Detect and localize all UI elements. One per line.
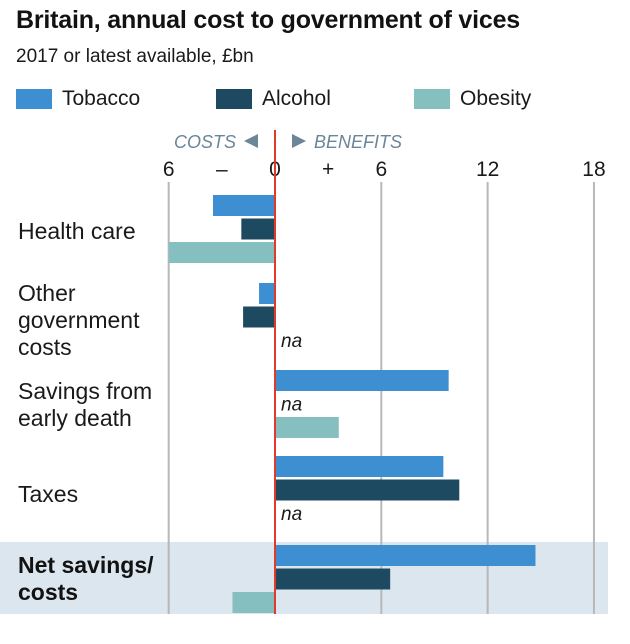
bar-tobacco-other-government-costs <box>259 283 275 304</box>
bar-alcohol-taxes <box>275 479 460 501</box>
benefits-label: BENEFITS <box>314 132 402 152</box>
category-label-other-government-costs: Other government costs <box>18 280 140 360</box>
benefits-arrow-icon <box>292 134 306 148</box>
bar-tobacco-savings-from-early-death <box>275 370 449 391</box>
tick-label: 6 <box>375 158 387 181</box>
category-label-line: government <box>18 307 140 333</box>
legend: Tobacco Alcohol Obesity <box>16 84 626 114</box>
category-label-line: Taxes <box>18 481 78 507</box>
category-label-line: Other <box>18 280 76 306</box>
bar-alcohol-net-savings-costs <box>275 568 391 590</box>
tick-label: – <box>216 158 228 181</box>
category-label-line: costs <box>18 579 78 605</box>
bar-alcohol-other-government-costs <box>243 306 275 328</box>
na-label: na <box>281 395 302 416</box>
legend-swatch-obesity <box>414 89 450 109</box>
bar-tobacco-health-care <box>212 195 275 216</box>
category-label-line: Health care <box>18 218 136 244</box>
legend-label-alcohol: Alcohol <box>262 87 331 110</box>
category-label-line: costs <box>18 334 72 360</box>
na-label: na <box>281 504 302 525</box>
category-label-health-care: Health care <box>18 218 136 244</box>
bar-obesity-net-savings-costs <box>232 592 275 613</box>
tick-label: 12 <box>476 158 499 181</box>
legend-item-tobacco: Tobacco <box>16 84 140 114</box>
legend-label-tobacco: Tobacco <box>62 87 141 110</box>
category-label-line: Net savings/ <box>18 552 154 578</box>
tick-label: 6 <box>163 158 175 181</box>
tick-label: 18 <box>582 158 605 181</box>
bar-alcohol-health-care <box>241 218 275 240</box>
legend-swatch-alcohol <box>216 89 252 109</box>
category-label-line: Savings from <box>18 378 152 404</box>
chart-title: Britain, annual cost to government of vi… <box>16 6 520 34</box>
costs-arrow-icon <box>244 134 258 148</box>
bar-obesity-savings-from-early-death <box>275 417 339 438</box>
legend-swatch-tobacco <box>16 89 52 109</box>
legend-item-alcohol: Alcohol <box>216 84 331 114</box>
bar-tobacco-net-savings-costs <box>275 545 536 566</box>
legend-label-obesity: Obesity <box>460 87 532 110</box>
bar-obesity-health-care <box>168 242 275 263</box>
category-label-savings-from-early-death: Savings from early death <box>18 378 152 431</box>
category-label-taxes: Taxes <box>18 481 78 507</box>
category-label-net-savings-costs: Net savings/costs <box>18 552 154 605</box>
tick-label: + <box>322 158 334 181</box>
chart-subtitle: 2017 or latest available, £bn <box>16 46 254 67</box>
bar-tobacco-taxes <box>275 456 444 477</box>
category-label-line: early death <box>18 405 132 431</box>
na-label: na <box>281 331 302 352</box>
legend-item-obesity: Obesity <box>414 84 531 114</box>
costs-label: COSTS <box>174 132 236 152</box>
